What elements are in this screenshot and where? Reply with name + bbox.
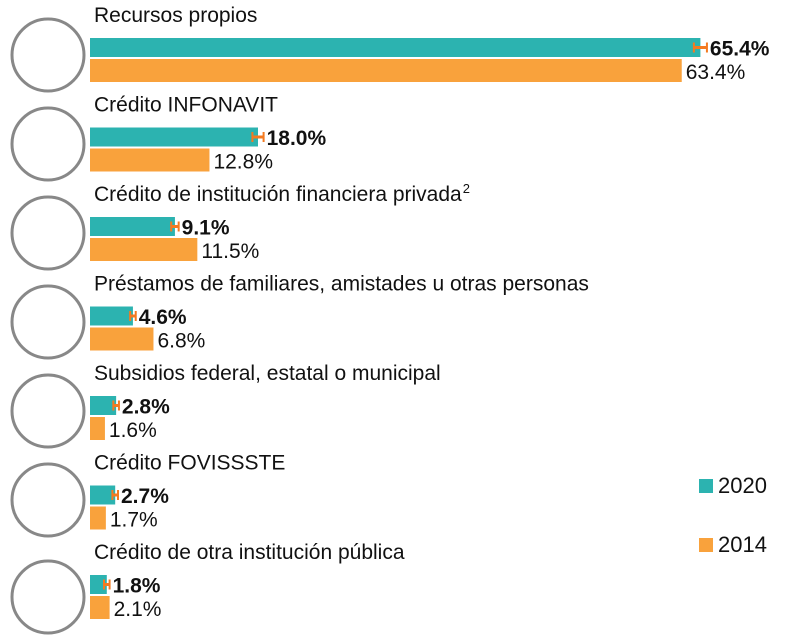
category-label: Crédito de institución financiera privad… xyxy=(94,183,462,206)
value-label: 4.6% xyxy=(139,306,187,329)
bar xyxy=(90,59,682,82)
icon xyxy=(10,195,86,271)
value-label: 9.1% xyxy=(182,217,230,240)
category-label: Préstamos de familiares, amistades u otr… xyxy=(94,273,589,296)
legend-swatch xyxy=(699,538,713,552)
bar xyxy=(90,38,701,57)
category-label: Subsidios federal, estatal o municipal xyxy=(94,362,441,385)
bar xyxy=(90,217,175,236)
bar xyxy=(90,575,107,594)
value-label: 1.6% xyxy=(109,419,157,442)
legend-label: 2020 xyxy=(718,473,767,498)
bar xyxy=(90,306,133,326)
icon xyxy=(10,462,86,538)
bar xyxy=(90,396,117,415)
value-label: 1.7% xyxy=(110,509,158,532)
bar xyxy=(90,148,210,172)
bar xyxy=(90,596,110,619)
value-label: 18.0% xyxy=(267,127,327,150)
value-label: 2.1% xyxy=(114,598,162,621)
bar xyxy=(90,127,258,147)
value-label: 2.7% xyxy=(121,485,169,508)
legend-label: 2014 xyxy=(718,532,767,557)
icon xyxy=(10,17,86,93)
bar xyxy=(90,506,106,530)
icons xyxy=(10,17,86,635)
value-label: 11.5% xyxy=(201,240,259,263)
value-label: 6.8% xyxy=(157,330,205,353)
category-label: Crédito FOVISSSTE xyxy=(94,452,285,475)
bar xyxy=(90,417,105,440)
value-label: 63.4% xyxy=(686,61,746,84)
legend-swatch xyxy=(699,479,713,493)
category-label: Crédito de otra institución pública xyxy=(94,541,405,564)
icon xyxy=(10,373,86,449)
category-label: Crédito INFONAVIT xyxy=(94,94,278,117)
value-label: 1.8% xyxy=(113,575,161,598)
value-label: 12.8% xyxy=(213,151,273,174)
value-label: 65.4% xyxy=(710,38,770,61)
bar xyxy=(90,327,154,351)
footnote-mark: 2 xyxy=(463,181,470,196)
category-label: Recursos propios xyxy=(94,4,257,27)
value-label: 2.8% xyxy=(122,396,170,419)
icon xyxy=(10,106,86,182)
bar xyxy=(90,485,116,505)
icon xyxy=(10,284,86,360)
icon xyxy=(10,559,86,635)
bar xyxy=(90,238,198,261)
